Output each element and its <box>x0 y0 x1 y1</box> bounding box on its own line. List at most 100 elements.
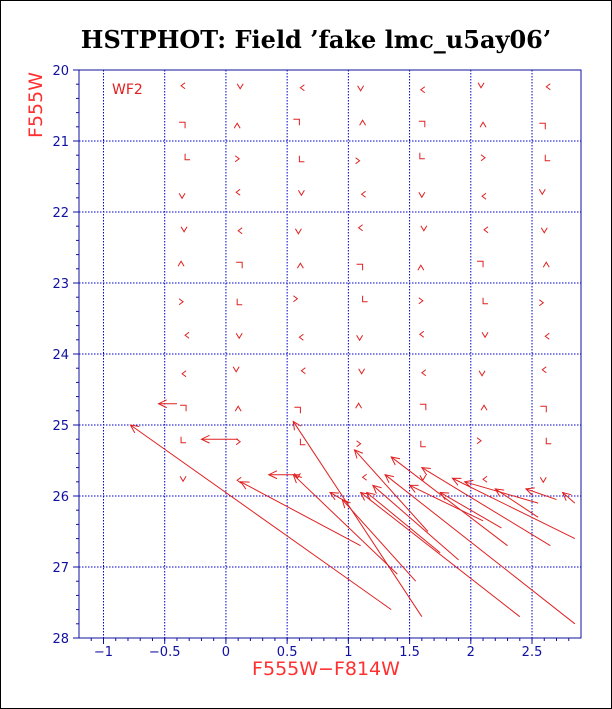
axes-layer: −1 −0.5 0 0.5 1 1.5 2 2.5 20 21 22 23 24 25 26 27 28 <box>52 64 582 660</box>
grid-vector-mark <box>362 295 368 303</box>
grid-vector-mark <box>420 369 427 377</box>
offset-arrow <box>390 456 508 547</box>
x-tick-label: 0.5 <box>277 645 298 660</box>
offset-arrow <box>240 481 361 547</box>
grid-vector-mark <box>180 82 186 90</box>
grid-vector-mark <box>540 405 547 413</box>
offset-arrow <box>360 492 521 618</box>
y-tick-label: 28 <box>52 632 69 647</box>
grid-vector-mark <box>294 228 302 235</box>
y-tick-label: 20 <box>52 64 69 79</box>
grid-vector-mark <box>293 295 299 303</box>
grid-vector-mark <box>299 84 305 92</box>
offset-arrow <box>562 492 576 504</box>
grid-vector-mark <box>294 406 301 414</box>
offset-arrow-head <box>384 473 394 484</box>
grid-vector-mark <box>235 188 241 196</box>
grid-vector-mark <box>540 227 548 234</box>
offset-arrow-head <box>451 477 462 486</box>
offset-arrow <box>372 484 459 561</box>
offset-arrow <box>329 492 349 504</box>
grid-vector-mark <box>232 366 240 373</box>
grid-vector-mark <box>478 370 486 377</box>
grid-vector-mark <box>300 367 306 375</box>
offset-arrow-head <box>329 491 340 501</box>
grid-vector-mark <box>180 404 187 412</box>
grid-vector-mark <box>545 83 551 91</box>
grid-vector-mark <box>184 153 191 161</box>
offset-arrow-head <box>408 484 419 493</box>
offset-arrow <box>130 424 392 611</box>
short-arrow-head <box>267 470 278 480</box>
grid-vector-mark <box>419 152 425 160</box>
grid-vector-mark <box>355 157 361 165</box>
grid-vector-mark <box>358 368 366 375</box>
y-tick-label: 21 <box>52 135 69 150</box>
grid-vector-mark <box>293 118 300 126</box>
offset-arrow <box>421 467 551 547</box>
chart-title: HSTPHOT: Field ’fake lmc_u5ay06’ <box>81 25 551 54</box>
grid-vector-mark <box>418 330 425 338</box>
offset-arrow <box>525 488 557 501</box>
y-tick-label: 22 <box>52 206 69 221</box>
grid-vector-mark <box>180 436 187 444</box>
offset-arrow <box>439 492 502 529</box>
grid-vector-mark <box>235 332 243 340</box>
grid-vector-mark <box>234 155 241 163</box>
y-tick-label: 26 <box>52 490 69 505</box>
grid-vector-mark <box>296 262 304 269</box>
grid-vector-mark <box>538 299 545 307</box>
grid-vector-mark <box>236 298 243 306</box>
grid-vector-mark <box>233 122 241 129</box>
grid-vector-mark <box>236 83 244 90</box>
offset-arrow-head <box>524 487 535 496</box>
grid-vector-mark <box>357 224 363 232</box>
grid-vector-mark <box>236 476 242 484</box>
grid-vector-mark <box>477 260 484 268</box>
grid-vector-mark <box>482 475 488 483</box>
grid-vector-mark <box>481 331 489 339</box>
grid-layer <box>79 69 581 639</box>
grid-vector-mark <box>178 192 186 200</box>
offset-arrow-head <box>371 484 382 494</box>
grid-vector-mark <box>476 437 482 445</box>
offset-arrow-head <box>494 488 505 497</box>
grid-vector-mark <box>483 226 489 234</box>
grid-vector-mark <box>299 438 306 446</box>
grid-vector-mark <box>480 404 488 411</box>
grid-vector-mark <box>177 260 185 267</box>
y-axis-label: F555W <box>25 72 47 138</box>
grid-vector-mark <box>357 85 365 92</box>
grid-vector-mark <box>545 437 552 445</box>
grid-vector-mark <box>544 154 551 162</box>
offset-arrow <box>354 449 429 532</box>
offset-arrow <box>495 488 539 518</box>
y-tick-label: 24 <box>52 348 69 363</box>
offset-arrow-head <box>463 479 474 489</box>
y-tick-label: 25 <box>52 419 69 434</box>
grid-vector-mark <box>297 189 305 197</box>
grid-vector-mark <box>237 227 243 235</box>
grid-vector-mark <box>356 263 364 271</box>
offset-arrow-head <box>439 491 450 501</box>
grid-vector-mark <box>356 440 362 448</box>
grid-vector-mark <box>419 86 426 94</box>
grid-vector-mark <box>298 155 305 163</box>
offset-arrow <box>341 499 417 582</box>
grid-vector-mark <box>235 438 242 446</box>
grid-vector-mark <box>359 119 367 126</box>
grid-vector-mark <box>298 333 304 341</box>
grid-vector-mark <box>179 475 187 483</box>
grid-vector-mark <box>482 297 489 305</box>
grid-vector-mark <box>418 120 426 128</box>
grid-vector-mark <box>419 474 427 482</box>
grid-vector-mark <box>417 264 425 271</box>
x-tick-label: −0.5 <box>149 645 181 660</box>
panel-label: WF2 <box>112 82 143 98</box>
grid-vector-mark <box>418 191 426 199</box>
offset-arrow-head <box>341 498 351 509</box>
marks-layer <box>129 82 576 625</box>
offset-arrow-head <box>390 456 401 466</box>
short-arrow-head <box>200 434 210 444</box>
grid-vector-mark <box>356 334 364 342</box>
